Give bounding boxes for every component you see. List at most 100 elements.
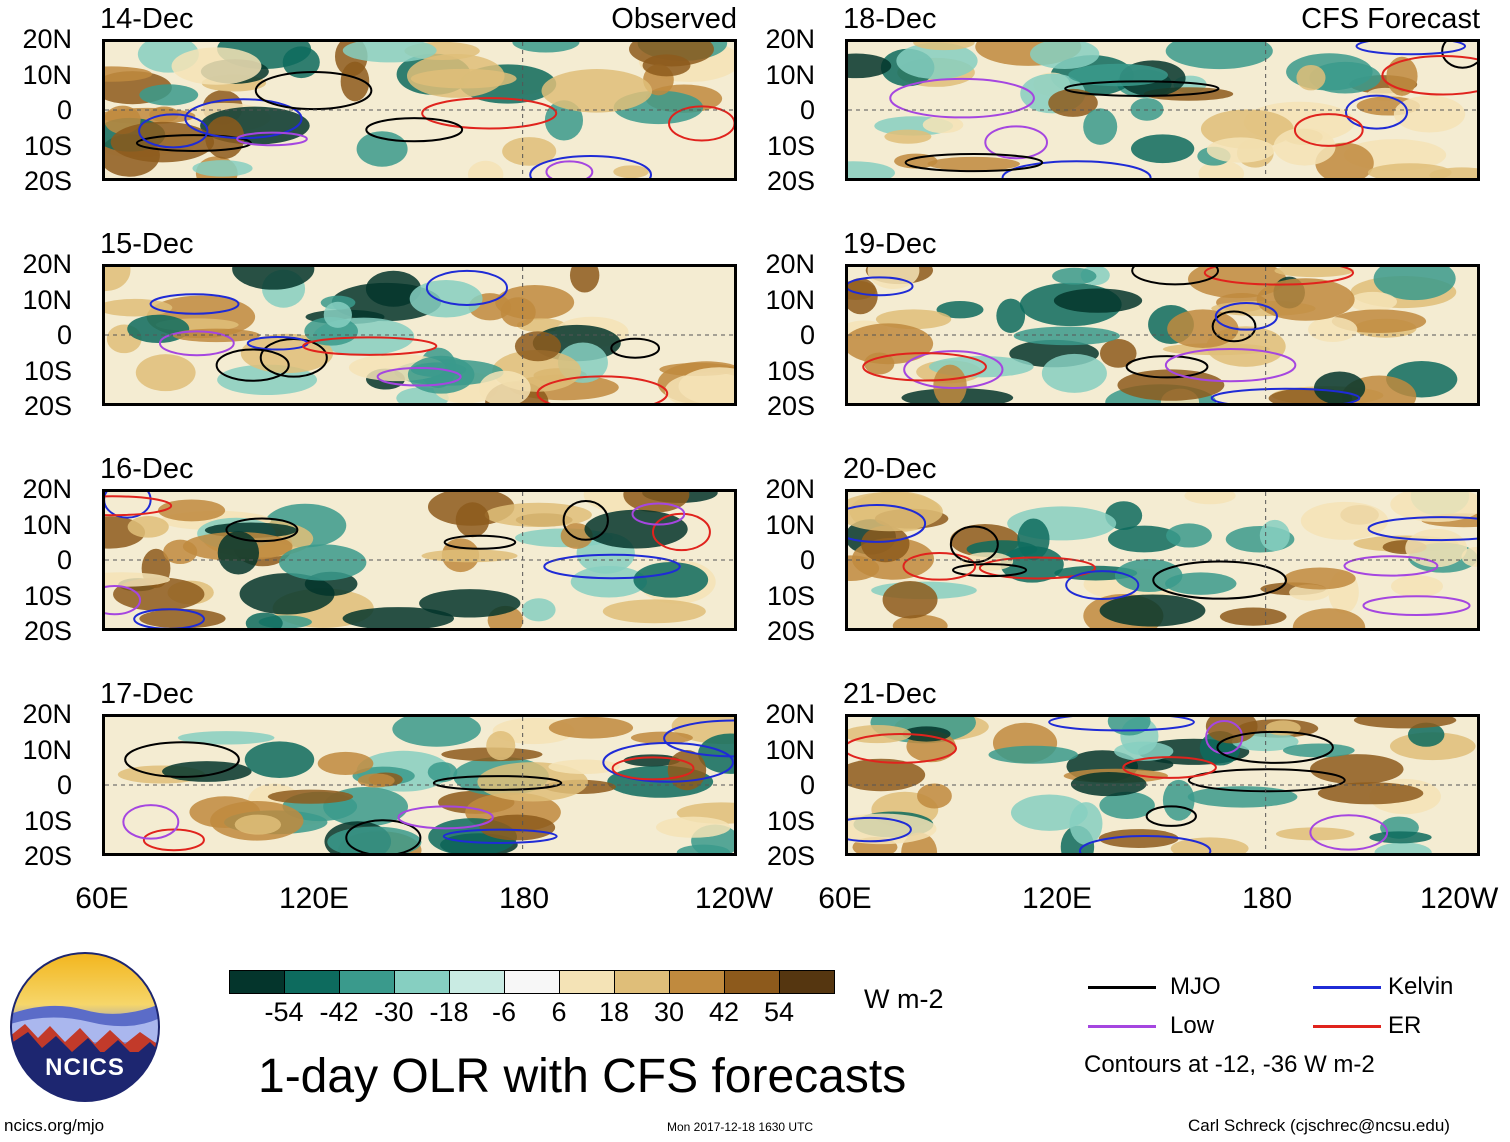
convective-anomaly bbox=[232, 267, 315, 290]
legend-label-mjo: MJO bbox=[1170, 973, 1221, 1000]
y-tick-label: 10N bbox=[22, 734, 72, 765]
convective-anomaly bbox=[1165, 42, 1273, 70]
panel-date-right-3: 20-Dec bbox=[843, 453, 937, 485]
y-tick-label: 10S bbox=[23, 580, 72, 611]
wave-contour bbox=[984, 125, 1048, 160]
suppressed-anomaly bbox=[927, 156, 1020, 171]
colorbar-swatch bbox=[779, 970, 835, 994]
suppressed-anomaly bbox=[613, 165, 649, 178]
convective-anomaly bbox=[988, 745, 1078, 764]
panel-left-3 bbox=[102, 489, 737, 631]
convective-anomaly bbox=[1130, 98, 1164, 121]
suppressed-anomaly bbox=[1317, 782, 1424, 805]
convective-anomaly bbox=[1313, 371, 1366, 403]
suppressed-anomaly bbox=[455, 502, 490, 538]
panel-right-4 bbox=[845, 714, 1480, 856]
suppressed-anomaly bbox=[234, 814, 282, 835]
suppressed-anomaly bbox=[1353, 717, 1457, 729]
wave-contour bbox=[105, 584, 142, 616]
convective-anomaly bbox=[1407, 722, 1445, 747]
convective-anomaly bbox=[342, 42, 437, 63]
suppressed-anomaly bbox=[1292, 608, 1366, 628]
colorbar-swatch bbox=[229, 970, 285, 994]
wave-contour bbox=[602, 741, 734, 783]
suppressed-anomaly bbox=[1405, 528, 1468, 568]
wave-contour bbox=[1131, 267, 1219, 286]
wave-contour bbox=[376, 367, 462, 387]
convective-anomaly bbox=[162, 761, 252, 782]
convective-anomaly bbox=[282, 46, 320, 79]
wave-contour bbox=[848, 504, 927, 543]
convective-anomaly bbox=[996, 298, 1026, 333]
suppressed-anomaly bbox=[861, 525, 910, 563]
wave-contour bbox=[149, 293, 240, 315]
suppressed-anomaly bbox=[1184, 492, 1236, 505]
wave-contour bbox=[1122, 756, 1217, 779]
wave-contour bbox=[1362, 595, 1471, 616]
ncics-logo-graphic bbox=[10, 952, 160, 1102]
suppressed-anomaly bbox=[548, 759, 620, 775]
wave-contour bbox=[158, 330, 235, 357]
panel-right-2 bbox=[845, 264, 1480, 406]
suppressed-anomaly bbox=[1310, 754, 1404, 785]
panel-date-right-2: 19-Dec bbox=[843, 228, 937, 260]
y-tick-label: 20N bbox=[22, 474, 72, 504]
wave-contour bbox=[663, 719, 734, 758]
convective-anomaly bbox=[1068, 63, 1168, 87]
convective-anomaly bbox=[427, 761, 458, 783]
suppressed-anomaly bbox=[848, 323, 934, 365]
suppressed-anomaly bbox=[479, 370, 531, 403]
wave-contour bbox=[848, 816, 912, 843]
suppressed-anomaly bbox=[105, 66, 153, 82]
legend-note: Contours at -12, -36 W m-2 bbox=[1084, 1051, 1375, 1078]
convective-anomaly bbox=[392, 717, 481, 747]
wave-contour bbox=[862, 352, 987, 382]
wave-contour bbox=[1216, 730, 1334, 764]
wave-contour bbox=[425, 269, 508, 306]
suppressed-anomaly bbox=[678, 367, 734, 403]
suppressed-anomaly bbox=[157, 499, 226, 522]
colorbar-swatch bbox=[284, 970, 340, 994]
colorbar-tick-label: 42 bbox=[708, 997, 740, 1027]
suppressed-anomaly bbox=[1348, 291, 1397, 312]
colorbar-tick-label: -18 bbox=[429, 997, 469, 1027]
convective-anomaly bbox=[419, 589, 521, 618]
y-tick-label: 10N bbox=[765, 284, 815, 315]
wave-contour bbox=[610, 337, 661, 359]
y-tick-label: 20S bbox=[766, 166, 815, 196]
convective-anomaly bbox=[342, 607, 454, 628]
colorbar-tick-label: 6 bbox=[551, 997, 567, 1027]
olr-map bbox=[105, 42, 734, 178]
suppressed-anomaly bbox=[882, 580, 938, 619]
olr-map bbox=[105, 717, 734, 853]
y-tick-label: 0 bbox=[799, 320, 815, 350]
suppressed-anomaly bbox=[1390, 575, 1443, 598]
convective-anomaly bbox=[409, 279, 483, 318]
x-tick-left-180: 180 bbox=[498, 882, 550, 915]
x-tick-right-120w: 120W bbox=[1420, 883, 1499, 915]
wave-contour bbox=[1187, 768, 1346, 793]
wave-contour bbox=[215, 348, 290, 382]
y-tick-label: 20N bbox=[765, 249, 815, 279]
colorbar-swatch bbox=[724, 970, 780, 994]
suppressed-anomaly bbox=[240, 333, 334, 374]
suppressed-anomaly bbox=[1393, 95, 1466, 133]
y-tick-label: 10N bbox=[765, 734, 815, 765]
convective-anomaly bbox=[1374, 842, 1432, 853]
y-tick-label: 20S bbox=[23, 166, 72, 196]
y-tick-label: 10S bbox=[23, 355, 72, 386]
wave-contour bbox=[443, 534, 517, 550]
suppressed-anomaly bbox=[1219, 607, 1287, 626]
convective-anomaly bbox=[1165, 572, 1237, 595]
ncics-logo: NCICS bbox=[10, 952, 160, 1102]
suppressed-anomaly bbox=[1256, 278, 1355, 321]
suppressed-anomaly bbox=[1206, 137, 1275, 163]
colorbar-swatch bbox=[504, 970, 560, 994]
wave-contour bbox=[365, 117, 464, 143]
convective-anomaly bbox=[192, 160, 253, 177]
convective-anomaly bbox=[244, 741, 315, 779]
suppressed-anomaly bbox=[913, 42, 975, 51]
y-tick-label: 10S bbox=[766, 580, 815, 611]
convective-anomaly bbox=[1187, 786, 1298, 808]
convective-anomaly bbox=[896, 42, 978, 80]
